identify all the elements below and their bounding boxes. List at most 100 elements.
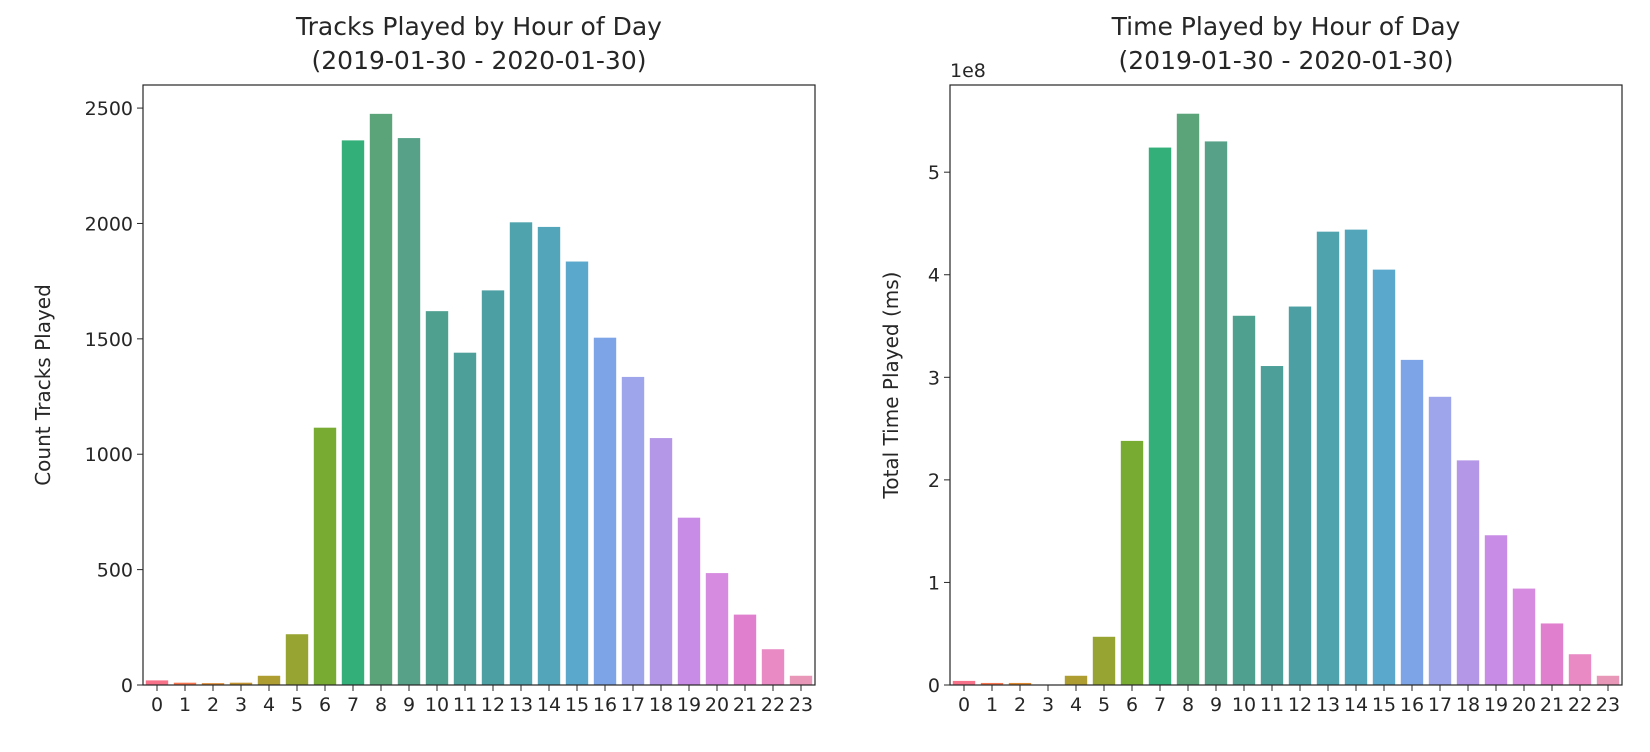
bar-hour-1 xyxy=(980,682,1004,685)
x-tick-label: 6 xyxy=(319,694,331,716)
x-tick-label: 11 xyxy=(1260,694,1284,716)
bar-hour-9 xyxy=(397,138,421,685)
y-tick-label: 2 xyxy=(928,470,940,492)
chart-title: Time Played by Hour of Day xyxy=(1111,12,1461,41)
x-tick-label: 10 xyxy=(1232,694,1256,716)
x-tick-label: 15 xyxy=(565,694,589,716)
x-tick-label: 14 xyxy=(1344,694,1368,716)
bar-hour-2 xyxy=(1008,682,1032,685)
bar-hour-23 xyxy=(789,675,813,685)
x-tick-label: 23 xyxy=(789,694,813,716)
bar-hour-12 xyxy=(481,290,505,685)
bar-hour-19 xyxy=(1484,535,1508,685)
bar-hour-11 xyxy=(453,352,477,685)
bar-hour-1 xyxy=(173,682,197,685)
bar-hour-15 xyxy=(1372,269,1396,685)
bar-hour-17 xyxy=(621,376,645,685)
x-tick-label: 14 xyxy=(537,694,561,716)
bar-hour-18 xyxy=(649,438,673,685)
bar-hour-12 xyxy=(1288,306,1312,685)
y-tick-label: 1 xyxy=(928,572,940,594)
bar-hour-13 xyxy=(509,222,533,685)
y-tick-label: 3 xyxy=(928,367,940,389)
x-tick-label: 8 xyxy=(1182,694,1194,716)
y-offset-label: 1e8 xyxy=(950,60,986,82)
bar-hour-11 xyxy=(1260,366,1284,685)
x-tick-label: 17 xyxy=(1428,694,1452,716)
x-tick-label: 17 xyxy=(621,694,645,716)
x-tick-label: 9 xyxy=(1210,694,1222,716)
y-axis-label: Count Tracks Played xyxy=(31,284,55,486)
x-tick-label: 8 xyxy=(375,694,387,716)
bar-hour-9 xyxy=(1204,141,1228,685)
chart-panel-2: 0 1 2 3 4 5 6 7 8 9 10 11 12 13 14 15 16 17 18 19 20 21 22 2301… xyxy=(879,12,1623,716)
bar-hour-7 xyxy=(341,140,365,685)
bar-hour-10 xyxy=(1232,315,1256,685)
bar-hour-10 xyxy=(425,311,449,685)
x-tick-label: 18 xyxy=(1456,694,1480,716)
bar-hour-4 xyxy=(257,675,281,685)
y-tick-label: 1500 xyxy=(85,329,133,351)
x-tick-label: 19 xyxy=(677,694,701,716)
x-tick-label: 16 xyxy=(1400,694,1424,716)
x-tick-label: 23 xyxy=(1596,694,1620,716)
bar-hour-5 xyxy=(285,634,309,685)
x-tick-label: 3 xyxy=(1042,694,1054,716)
bar-hour-18 xyxy=(1456,460,1480,685)
x-tick-label: 5 xyxy=(1098,694,1110,716)
x-tick-label: 0 xyxy=(151,694,163,716)
x-tick-label: 21 xyxy=(1540,694,1564,716)
x-tick-label: 22 xyxy=(761,694,785,716)
x-tick-label: 22 xyxy=(1568,694,1592,716)
y-tick-label: 5 xyxy=(928,162,940,184)
y-tick-label: 2500 xyxy=(85,98,133,120)
y-tick-label: 4 xyxy=(928,265,940,287)
bar-hour-19 xyxy=(677,517,701,685)
x-tick-label: 13 xyxy=(1316,694,1340,716)
x-tick-label: 15 xyxy=(1372,694,1396,716)
bar-hour-21 xyxy=(733,614,757,685)
x-tick-label: 5 xyxy=(291,694,303,716)
x-tick-label: 2 xyxy=(207,694,219,716)
bar-hour-0 xyxy=(145,680,169,685)
bar-hour-8 xyxy=(1176,113,1200,686)
x-tick-label: 20 xyxy=(705,694,729,716)
bar-hour-8 xyxy=(369,113,393,686)
y-tick-label: 500 xyxy=(97,560,133,582)
bar-hour-21 xyxy=(1540,623,1564,685)
x-tick-label: 6 xyxy=(1126,694,1138,716)
bar-hour-22 xyxy=(1568,654,1592,685)
bar-hour-22 xyxy=(761,649,785,685)
y-tick-label: 0 xyxy=(928,675,940,697)
bar-hour-16 xyxy=(593,337,617,685)
chart-panel-1: 0 1 2 3 4 5 6 7 8 9 10 11 12 13 14 15 16 17 18 19 20 21 22 2305… xyxy=(31,12,816,716)
x-tick-label: 10 xyxy=(425,694,449,716)
x-tick-label: 4 xyxy=(263,694,275,716)
x-tick-label: 18 xyxy=(649,694,673,716)
x-tick-label: 13 xyxy=(509,694,533,716)
chart-subtitle: (2019-01-30 - 2020-01-30) xyxy=(1119,46,1454,75)
bar-hour-14 xyxy=(537,226,561,686)
x-tick-label: 3 xyxy=(235,694,247,716)
bar-hour-13 xyxy=(1316,231,1340,686)
bar-hour-3 xyxy=(229,682,253,685)
bar-hour-14 xyxy=(1344,229,1368,685)
chart-title: Tracks Played by Hour of Day xyxy=(295,12,662,41)
x-tick-label: 1 xyxy=(179,694,191,716)
axes-frame xyxy=(949,84,1623,686)
x-tick-label: 2 xyxy=(1014,694,1026,716)
x-tick-label: 7 xyxy=(1154,694,1166,716)
bar-hour-6 xyxy=(1120,440,1144,685)
y-tick-label: 1000 xyxy=(85,444,133,466)
x-tick-label: 16 xyxy=(593,694,617,716)
bar-hour-23 xyxy=(1596,675,1620,685)
x-tick-label: 9 xyxy=(403,694,415,716)
bar-hour-7 xyxy=(1148,147,1172,685)
bar-hour-20 xyxy=(1512,588,1536,685)
x-tick-label: 20 xyxy=(1512,694,1536,716)
chart-subtitle: (2019-01-30 - 2020-01-30) xyxy=(312,46,647,75)
bar-hour-5 xyxy=(1092,636,1116,685)
x-tick-label: 19 xyxy=(1484,694,1508,716)
bar-hour-4 xyxy=(1064,675,1088,685)
